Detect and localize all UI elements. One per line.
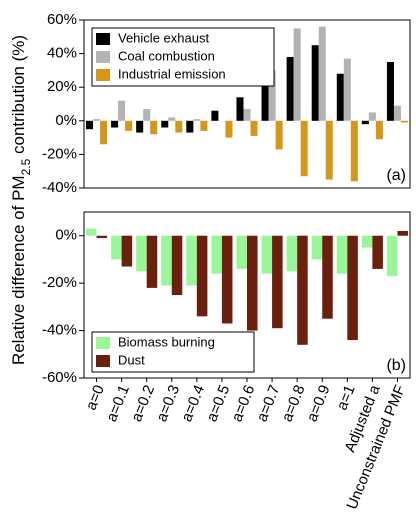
legend-label: Dust [118, 352, 145, 367]
y-tick-label: -60% [42, 369, 77, 386]
legend-label: Biomass burning [118, 334, 215, 349]
y-tick-label: 60% [47, 11, 77, 28]
bar [186, 120, 194, 133]
bar [150, 120, 158, 135]
legend-label: Vehicle exhaust [118, 30, 209, 45]
bar [121, 235, 133, 267]
bar [236, 97, 244, 121]
y-label-part: contribution (%) [9, 35, 28, 159]
bar [261, 82, 269, 121]
bar [350, 120, 358, 182]
bar [93, 119, 101, 121]
bar [243, 109, 251, 121]
bar [393, 105, 401, 121]
bar [336, 73, 344, 121]
bar [400, 120, 408, 123]
legend-swatch [96, 69, 110, 81]
bar [247, 235, 258, 331]
panel-label: (a) [386, 167, 406, 184]
y-tick-label: -40% [42, 322, 77, 339]
y-tick-label: 0% [55, 227, 77, 244]
bar [372, 235, 383, 269]
legend-label: Coal combustion [118, 48, 215, 63]
legend-label: Industrial emission [118, 66, 226, 81]
bar [336, 235, 348, 274]
bar [136, 120, 144, 133]
bar [272, 235, 283, 329]
bar [168, 117, 176, 121]
y-tick-label: 20% [47, 78, 77, 95]
bar [236, 235, 247, 269]
bar [286, 56, 294, 121]
bar [286, 235, 298, 272]
bar [171, 235, 183, 295]
bar [293, 28, 301, 121]
plot-frame [83, 19, 411, 189]
y-tick-label: 40% [47, 45, 77, 62]
bar [343, 58, 351, 121]
bar [275, 120, 283, 150]
bar [361, 120, 369, 125]
bar [225, 120, 233, 138]
bar [297, 235, 308, 345]
bar [175, 120, 183, 133]
y-tick-label: -20% [42, 145, 77, 162]
y-tick-label: -40% [42, 179, 77, 196]
y-label-part: Relative difference of PM [9, 175, 28, 365]
bar [186, 235, 197, 286]
bar [311, 45, 319, 121]
bar [146, 235, 158, 288]
panel-label: (b) [386, 357, 406, 374]
bar [136, 235, 147, 272]
bar [118, 100, 126, 121]
legend-swatch [96, 337, 110, 349]
bar [111, 235, 122, 260]
x-tick-label: a=1 [333, 383, 358, 413]
bar [268, 70, 276, 121]
bar [111, 120, 119, 128]
bar [300, 120, 308, 177]
bar [161, 120, 169, 128]
bar [311, 235, 323, 260]
bar [361, 235, 373, 248]
bar [368, 112, 376, 121]
y-axis-label: Relative difference of PM2.5 contributio… [9, 35, 33, 365]
legend-box [91, 27, 275, 87]
bar [221, 235, 233, 324]
bar [211, 235, 222, 274]
bar [211, 110, 219, 121]
bar [193, 119, 201, 121]
legend-box [91, 331, 255, 373]
bar [325, 120, 333, 180]
bar [250, 120, 258, 136]
bar [200, 120, 208, 131]
bar [322, 235, 333, 319]
bar [318, 26, 326, 121]
bar [96, 235, 108, 239]
bar [143, 109, 151, 121]
legend-swatch [96, 33, 110, 45]
bar [347, 235, 358, 341]
bar [100, 120, 108, 145]
x-tick-label: a=0 [83, 383, 108, 413]
bar [386, 235, 398, 277]
bar [196, 235, 208, 317]
bar [86, 228, 97, 236]
bar [375, 120, 383, 140]
legend-swatch [96, 355, 110, 367]
y-tick-label: 0% [55, 112, 77, 129]
bar [386, 62, 394, 121]
bar [397, 230, 408, 236]
bar [161, 235, 172, 286]
bar [86, 120, 94, 130]
bar [125, 120, 133, 131]
y-label-sub: 2.5 [19, 158, 33, 175]
legend-swatch [96, 51, 110, 63]
bar [261, 235, 273, 274]
y-tick-label: -20% [42, 274, 77, 291]
